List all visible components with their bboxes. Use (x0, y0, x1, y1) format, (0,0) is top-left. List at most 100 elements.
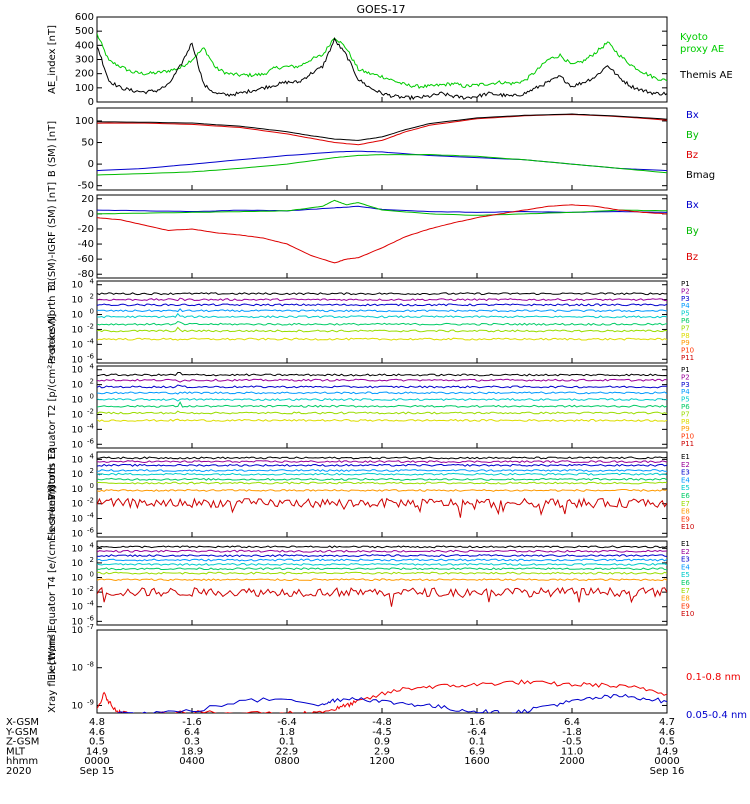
legend-3-7-0: P8 (681, 332, 690, 340)
y-tick-label-3-0: 10 (72, 281, 84, 291)
y-tick-label-3-3: 10 (72, 325, 84, 335)
y-tick-exp-3-3: -2 (87, 322, 94, 330)
y-tick-label-6-3: 10 (72, 588, 84, 598)
series-line-6-E5 (97, 562, 667, 566)
y-tick-exp-3-0: 4 (90, 278, 95, 286)
x-row-value-4-6: 0000 (654, 756, 679, 767)
x-row-value-1-1: 6.4 (184, 727, 200, 738)
legend-3-2-0: P3 (681, 295, 690, 303)
legend-6-9-0: E10 (681, 610, 694, 618)
y-tick-label-5-0: 10 (72, 455, 84, 465)
legend-5-3-0: E4 (681, 476, 690, 484)
series-line-4-P1 (97, 372, 667, 377)
series-line-5-E1 (97, 456, 667, 460)
x-row-value-4-3: 1200 (369, 756, 394, 767)
legend-6-7-0: E8 (681, 595, 690, 603)
y-tick-label-4-5: 10 (72, 440, 84, 450)
x-row-label-hhmm: hhmm (6, 756, 38, 767)
series-line-5-E7 (97, 481, 667, 485)
legend-1-0-0: Bx (686, 110, 699, 121)
x-row-label-mlt: MLT (6, 746, 26, 757)
x-row-value-2-2: 0.1 (279, 737, 295, 748)
y-tick-label-2-0: 20 (81, 194, 94, 205)
series-line-4-P4 (97, 391, 667, 395)
x-row-value-3-2: 22.9 (276, 746, 298, 757)
x-row-value-0-4: 1.6 (469, 717, 485, 728)
y-tick-label-3-1: 10 (72, 296, 84, 306)
x-row-value-3-0: 14.9 (86, 746, 108, 757)
y-axis-label-7: Xray flux [W/m²] (47, 630, 58, 713)
y-tick-label-6-4: 10 (72, 603, 84, 613)
x-row-value-1-3: -4.5 (372, 727, 392, 738)
legend-6-4-0: E5 (681, 571, 690, 579)
y-tick-exp-6-0: 4 (90, 541, 95, 549)
series-line-6-E7 (97, 571, 667, 575)
y-tick-label-4-4: 10 (72, 425, 84, 435)
plot-title: GOES-17 (356, 3, 405, 16)
legend-3-5-0: P6 (681, 317, 690, 325)
y-tick-label-6-2: 10 (72, 574, 84, 584)
series-line-3-P8 (97, 337, 667, 341)
legend-3-8-0: P9 (681, 339, 690, 347)
y-tick-label-6-1: 10 (72, 559, 84, 569)
y-tick-label-5-1: 10 (72, 470, 84, 480)
series-line-6-E10 (97, 586, 667, 607)
y-tick-exp-4-4: -4 (87, 422, 95, 430)
x-row-value-2-6: 0.5 (659, 737, 675, 748)
x-row-value-2-4: 0.1 (469, 737, 485, 748)
legend-4-2-0: P3 (681, 381, 690, 389)
y-tick-label-0-1: 500 (75, 26, 94, 37)
x-row-value-0-6: 4.7 (659, 717, 675, 728)
series-line-3-P4 (97, 308, 667, 313)
legend-6-2-0: E3 (681, 556, 690, 564)
y-axis-label-1: B (SM) [nT] (47, 121, 58, 177)
y-tick-exp-4-3: -2 (87, 407, 94, 415)
y-tick-label-0-5: 100 (75, 83, 94, 94)
y-tick-exp-5-3: -2 (87, 497, 94, 505)
x-row-label-z-gsm: Z-GSM (6, 737, 39, 748)
series-line-1-Bz (97, 113, 667, 146)
x-row-label-x-gsm: X-GSM (6, 717, 39, 728)
legend-3-9-0: P10 (681, 347, 694, 355)
y-tick-label-7-1: 10 (72, 664, 84, 674)
legend-5-8-0: E9 (681, 515, 690, 523)
x-row-label-y-gsm: Y-GSM (5, 727, 38, 738)
y-tick-label-5-4: 10 (72, 515, 84, 525)
series-line-4-P7 (97, 410, 667, 415)
series-line-5-E5 (97, 472, 667, 476)
y-tick-label-2-3: -40 (78, 239, 94, 250)
y-tick-label-6-5: 10 (72, 617, 84, 627)
legend-4-0-0: P1 (681, 366, 690, 374)
series-line-4-P3 (97, 384, 667, 389)
series-line-6-E6 (97, 567, 667, 571)
y-tick-label-3-2: 10 (72, 311, 84, 321)
y-tick-exp-3-1: 2 (90, 293, 94, 301)
y-tick-label-2-4: -60 (78, 254, 94, 265)
series-line-3-P7 (97, 326, 667, 333)
y-tick-exp-5-4: -4 (87, 512, 95, 520)
series-line-3-P2 (97, 297, 667, 302)
x-row-value-2-5: -0.5 (562, 737, 582, 748)
y-tick-exp-4-2: 0 (90, 393, 94, 401)
legend-6-5-0: E6 (681, 579, 690, 587)
legend-5-5-0: E6 (681, 492, 690, 500)
x-row-value-4-5: 2000 (559, 756, 584, 767)
x-row-value-3-5: 11.0 (561, 746, 583, 757)
series-line-6-E2 (97, 549, 667, 553)
x-row-value-1-5: -1.8 (562, 727, 582, 738)
legend-1-2-0: Bz (686, 150, 698, 161)
y-tick-exp-7-0: -7 (87, 623, 94, 631)
series-line-3-P3 (97, 303, 667, 307)
series-line-7-0-1-0-8-nm (97, 679, 667, 713)
y-tick-exp-6-3: -2 (87, 585, 94, 593)
panel-frame-6 (96, 540, 668, 626)
legend-1-1-0: By (686, 130, 699, 141)
legend-5-7-0: E8 (681, 508, 690, 516)
series-line-3-P6 (97, 320, 667, 326)
series-line-5-E6 (97, 477, 667, 481)
y-tick-label-2-2: -20 (78, 224, 94, 235)
x-row-label-2020: 2020 (6, 766, 31, 777)
y-tick-label-1-0: 100 (75, 116, 94, 127)
y-tick-label-3-4: 10 (72, 340, 84, 350)
x-row-value-2-0: 0.5 (89, 737, 105, 748)
